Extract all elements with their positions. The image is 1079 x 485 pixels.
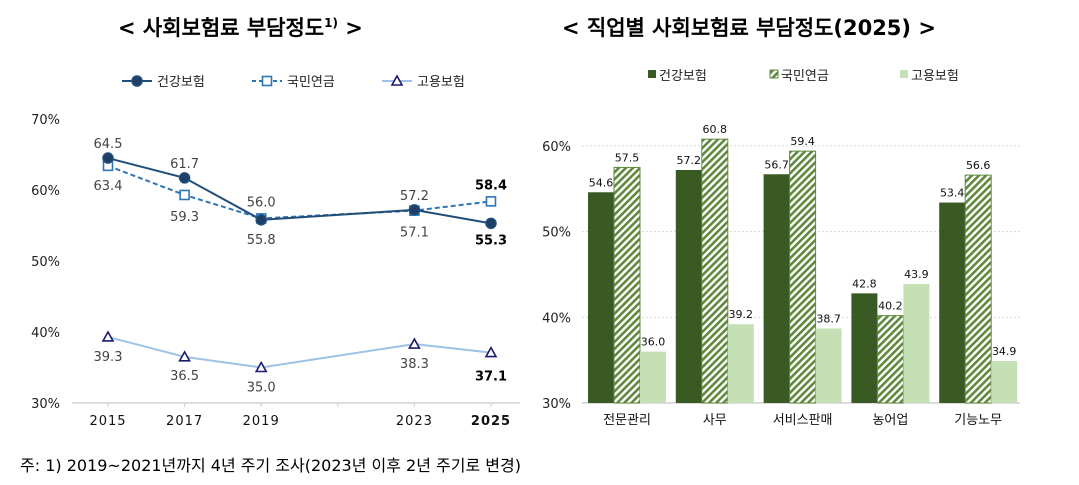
legend-swatch xyxy=(648,70,656,78)
y-tick-label: 60% xyxy=(31,184,60,199)
legend-label: 고용보험 xyxy=(417,75,465,90)
data-point xyxy=(178,172,191,184)
data-label: 38.3 xyxy=(400,357,429,372)
data-label: 39.3 xyxy=(94,350,123,365)
series-line xyxy=(107,157,492,225)
data-point xyxy=(255,214,267,226)
bar xyxy=(876,315,904,404)
data-point xyxy=(408,337,421,349)
x-tick-label: 2019 xyxy=(243,414,280,429)
data-label: 39.2 xyxy=(729,308,754,321)
legend-label: 건강보험 xyxy=(659,69,707,84)
legend-swatch xyxy=(900,70,908,78)
data-label: 58.4 xyxy=(475,178,507,193)
data-label: 57.1 xyxy=(400,226,429,241)
footnote: 주: 1) 2019~2021년까지 4년 주기 조사(2023년 이후 2년 … xyxy=(20,456,521,475)
data-label: 59.4 xyxy=(790,135,815,148)
data-label: 34.9 xyxy=(992,345,1017,358)
data-label: 53.4 xyxy=(940,187,965,200)
data-point xyxy=(101,330,115,342)
data-label: 36.0 xyxy=(641,336,666,349)
data-label: 42.8 xyxy=(852,277,877,290)
legend-swatch xyxy=(769,69,779,79)
legend-marker-triangle-icon xyxy=(390,74,404,86)
legend-marker-circle-icon xyxy=(131,75,143,87)
data-label: 63.4 xyxy=(94,179,123,194)
data-label: 56.6 xyxy=(966,159,991,172)
data-label: 55.8 xyxy=(247,233,276,248)
y-tick-label: 30% xyxy=(542,397,571,412)
bar xyxy=(789,150,817,404)
bar xyxy=(613,166,641,404)
data-point xyxy=(485,196,497,207)
y-tick-label: 30% xyxy=(31,397,60,412)
bar xyxy=(588,192,614,403)
data-label: 37.1 xyxy=(475,370,507,385)
legend-marker-square-icon xyxy=(261,75,273,87)
legend-label: 건강보험 xyxy=(157,75,205,90)
y-tick-label: 70% xyxy=(31,113,60,128)
legend-label: 국민연금 xyxy=(781,69,829,84)
x-tick-label: 전문관리 xyxy=(603,413,651,428)
x-tick-label: 2015 xyxy=(89,414,126,429)
bar xyxy=(815,328,842,403)
charts-svg: 30% 40% 50% 60% 70% 2015 2017 2019 2023 2025 건강보험 국… xyxy=(31,69,1020,429)
data-label: 57.2 xyxy=(400,189,429,204)
data-label: 54.6 xyxy=(589,176,614,189)
bar xyxy=(701,138,729,404)
bar xyxy=(727,324,754,403)
bar xyxy=(675,169,702,403)
bar xyxy=(851,293,878,403)
bar xyxy=(991,361,1018,403)
data-point xyxy=(485,217,497,230)
data-label: 56.7 xyxy=(764,158,789,171)
left-title-footnote: 1) xyxy=(324,16,338,30)
y-tick-label: 50% xyxy=(542,226,571,241)
x-tick-label: 2017 xyxy=(166,414,203,429)
series-line xyxy=(107,336,492,369)
data-point xyxy=(408,204,421,216)
data-point xyxy=(179,189,190,201)
data-label: 56.0 xyxy=(247,195,276,210)
bar xyxy=(640,351,666,403)
left-chart-title: < 사회보험료 부담정도1) > xyxy=(118,12,363,42)
bar xyxy=(939,202,966,403)
right-chart-title: < 직업별 사회보험료 부담정도(2025) > xyxy=(562,16,936,40)
x-tick-label: 2025 xyxy=(471,414,511,429)
data-label: 43.9 xyxy=(904,268,929,281)
data-label: 35.0 xyxy=(247,381,276,396)
data-point xyxy=(254,360,268,373)
x-tick-label: 2023 xyxy=(396,414,433,429)
left-title-close: > xyxy=(337,16,363,40)
y-tick-label: 50% xyxy=(31,255,60,270)
x-tick-label: 농어업 xyxy=(872,413,908,428)
data-label: 59.3 xyxy=(170,210,199,225)
x-tick-label: 서비스판매 xyxy=(773,413,833,428)
y-tick-label: 40% xyxy=(542,311,571,326)
data-label: 38.7 xyxy=(816,312,841,325)
data-label: 36.5 xyxy=(170,369,199,384)
data-label: 64.5 xyxy=(94,137,123,152)
x-tick-label: 사무 xyxy=(703,413,727,428)
bar xyxy=(763,174,790,403)
data-label: 57.2 xyxy=(677,154,702,167)
legend-label: 고용보험 xyxy=(911,69,959,84)
data-label: 60.8 xyxy=(703,123,728,136)
data-label: 55.3 xyxy=(475,233,507,248)
left-title-text: < 사회보험료 부담정도 xyxy=(118,16,325,40)
data-point xyxy=(102,152,114,164)
data-label: 61.7 xyxy=(170,157,199,172)
x-tick-label: 기능노무 xyxy=(954,413,1002,428)
legend-label: 국민연금 xyxy=(287,75,335,90)
data-label: 57.5 xyxy=(615,151,640,164)
data-label: 40.2 xyxy=(878,300,903,313)
data-point xyxy=(484,345,498,358)
bar xyxy=(903,283,930,403)
data-point xyxy=(178,350,191,362)
y-tick-label: 60% xyxy=(542,140,571,155)
bar xyxy=(964,174,992,404)
y-tick-label: 40% xyxy=(31,326,60,341)
